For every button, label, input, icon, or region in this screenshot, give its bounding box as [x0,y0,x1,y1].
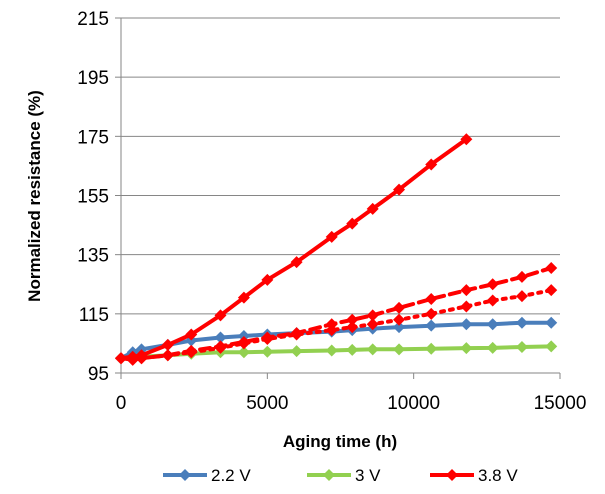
data-point [460,284,473,297]
data-point [545,316,558,329]
data-point [366,309,379,322]
x-tick-labels: 0 5000 10000 15000 [116,373,587,414]
data-point [515,270,528,283]
data-point [515,290,528,303]
legend-item: 3 V [307,466,381,485]
data-point [237,346,250,359]
data-point [325,344,338,357]
data-point [486,278,499,291]
data-point [325,230,338,243]
series-red-dashed [115,261,558,366]
data-point [346,313,359,326]
data-point [393,183,406,196]
data-point [346,321,359,334]
data-point [126,350,139,363]
data-point [545,284,558,297]
legend: 2.2 V 3 V 3.8 V [163,466,518,485]
data-point [346,343,359,356]
series-group [115,133,558,366]
data-point [261,345,274,358]
legend-item: 2.2 V [163,466,251,485]
x-tick-label: 5000 [246,393,288,414]
x-axis-title: Aging time (h) [283,432,397,451]
data-point [261,331,274,344]
data-point [393,313,406,326]
data-point [486,294,499,307]
y-tick-label: 175 [77,127,109,148]
data-point [425,319,438,332]
data-point [290,327,303,340]
data-point [214,340,227,353]
data-point [161,349,174,362]
data-point [366,318,379,331]
y-tick-labels: 95 115 135 155 175 195 215 [77,9,121,385]
data-point [290,256,303,269]
grid-lines [121,17,560,315]
data-point [237,335,250,348]
data-point [515,316,528,329]
data-point [460,318,473,331]
data-point [115,352,127,365]
data-point [425,158,438,171]
data-point [393,301,406,314]
data-point [214,331,227,344]
data-point [366,343,379,356]
data-point [346,217,359,230]
data-point [261,273,274,286]
data-point [325,318,338,331]
data-point [460,133,473,146]
data-point [185,328,198,341]
y-tick-label: 135 [77,246,109,267]
y-tick-label: 115 [79,305,109,326]
data-point [425,342,438,355]
data-point [161,338,174,351]
data-point [135,349,148,362]
data-point [425,307,438,320]
data-point [393,321,406,334]
data-point [486,318,499,331]
y-tick-label: 215 [77,9,109,30]
legend-label: 3.8 V [478,466,518,485]
y-tick-label: 155 [77,187,109,208]
x-tick-label: 10000 [387,393,440,414]
data-point [237,291,250,304]
legend-item: 3.8 V [430,466,518,485]
data-point [545,340,558,353]
data-point [214,309,227,322]
legend-label: 2.2 V [211,466,251,485]
x-tick-label: 0 [116,393,127,414]
data-point [366,202,379,215]
legend-marker [179,469,191,481]
data-point [393,343,406,356]
data-point [185,344,198,357]
data-point [545,261,558,274]
y-axis-title: Normalized resistance (%) [25,90,44,302]
data-point [460,300,473,313]
y-tick-label: 195 [77,68,109,89]
data-point [425,293,438,306]
data-point [460,342,473,355]
legend-marker [446,469,458,481]
data-point [515,340,528,353]
data-point [290,345,303,358]
x-tick-label: 15000 [534,393,587,414]
y-tick-label: 95 [88,364,109,385]
series-3-8-v [115,133,473,365]
data-point [486,341,499,354]
legend-marker [323,469,335,481]
legend-label: 3 V [355,466,381,485]
